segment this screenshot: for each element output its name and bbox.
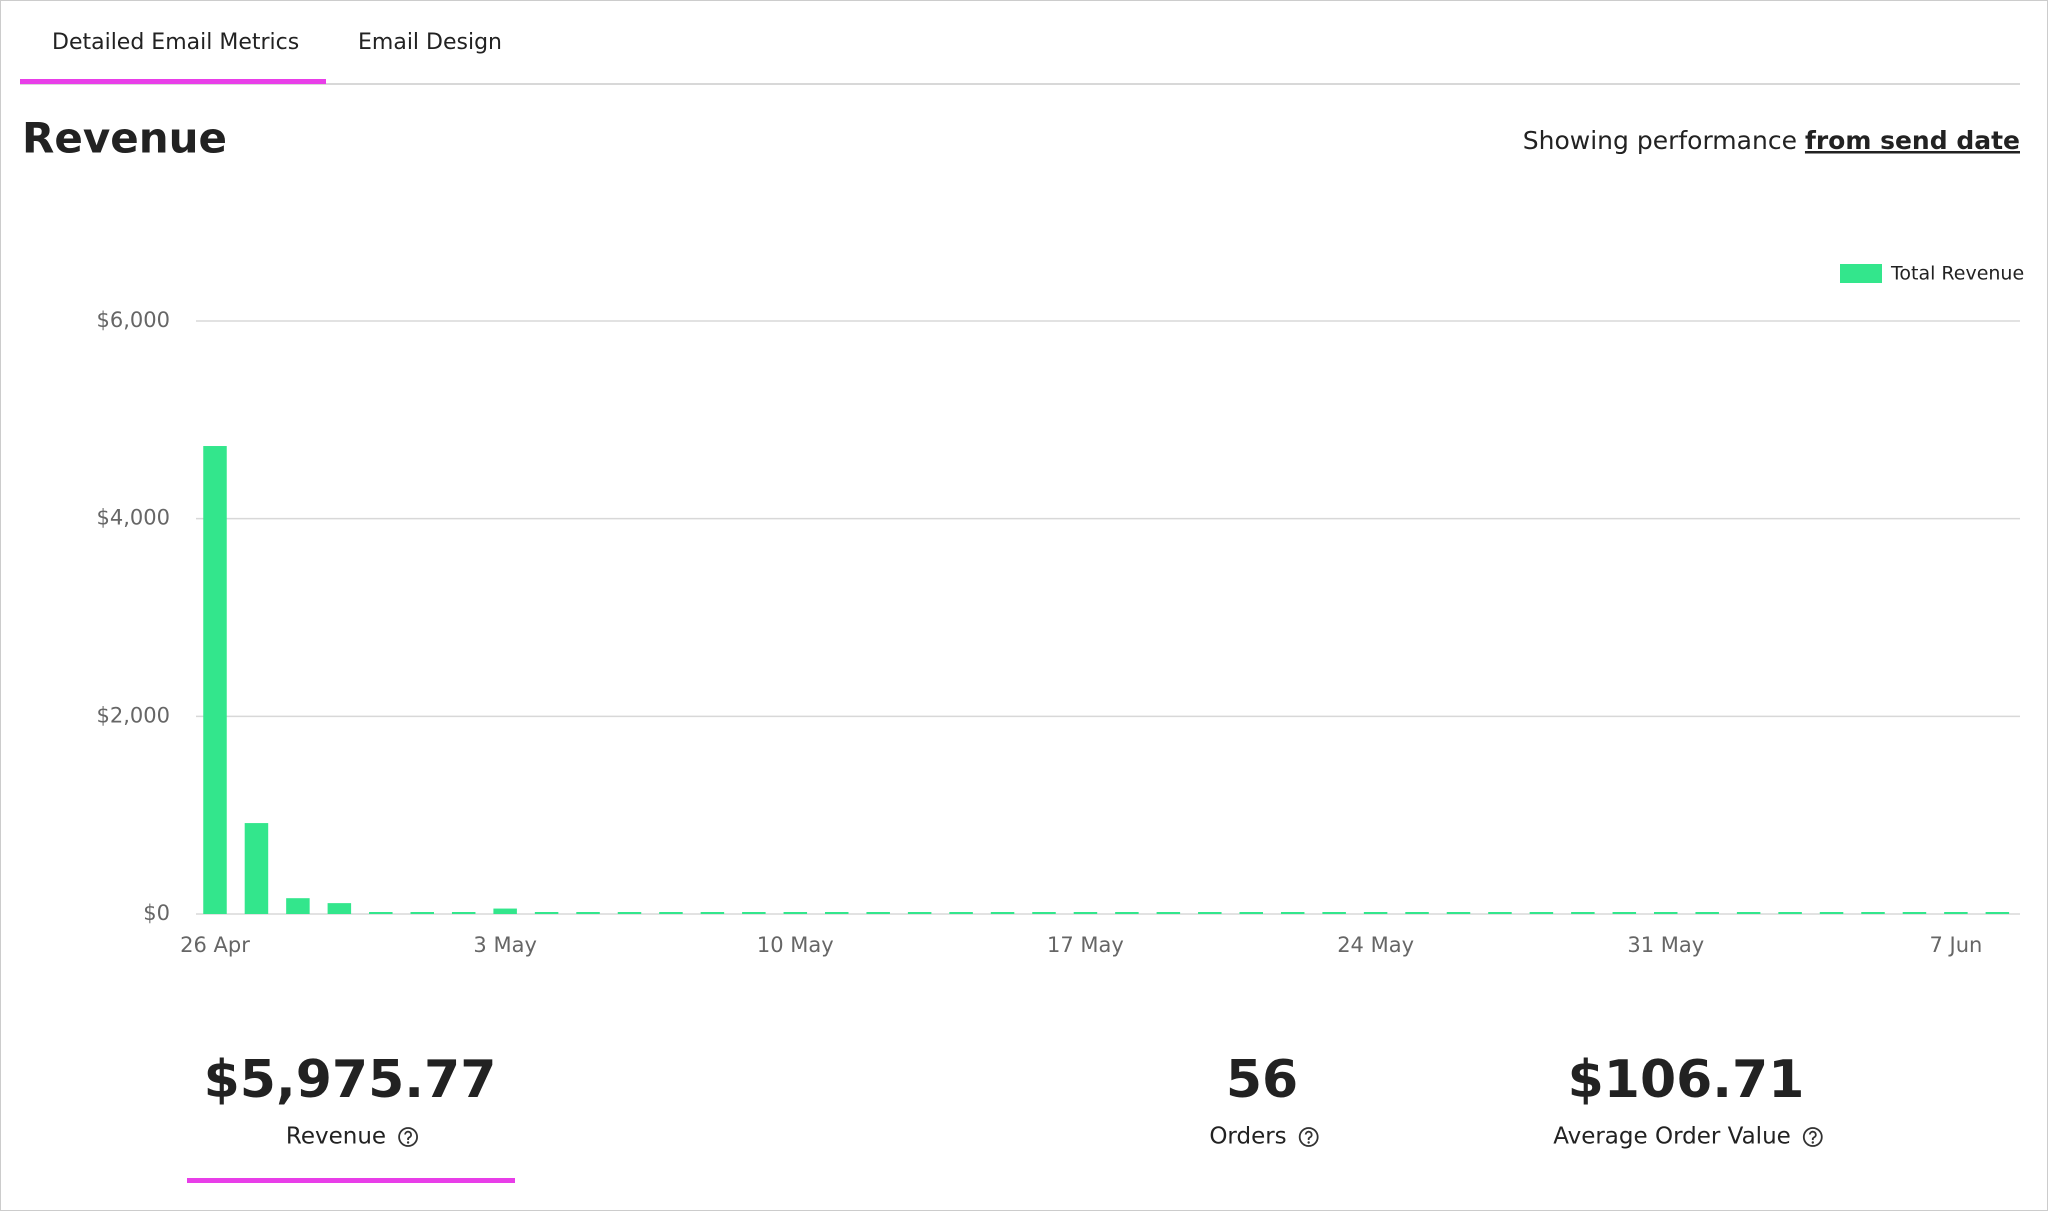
performance-text: Showing performance bbox=[1523, 126, 1797, 155]
legend-label: Total Revenue bbox=[1890, 263, 2024, 285]
bar bbox=[244, 823, 269, 914]
bar bbox=[949, 912, 973, 914]
bar bbox=[1861, 912, 1885, 914]
bar bbox=[1819, 912, 1844, 914]
bar bbox=[493, 908, 517, 914]
x-tick-label: 24 May bbox=[1337, 933, 1414, 957]
bar bbox=[410, 912, 434, 914]
bar bbox=[1363, 912, 1388, 914]
icon-dot bbox=[1811, 1141, 1814, 1144]
y-tick-label: $2,000 bbox=[97, 703, 170, 727]
stat-label: Average Order Value bbox=[1553, 1124, 1791, 1150]
icon-glyph bbox=[1808, 1130, 1817, 1140]
bar bbox=[1156, 912, 1181, 914]
bar bbox=[1032, 912, 1056, 914]
help-icon[interactable] bbox=[398, 1127, 418, 1147]
bar bbox=[1446, 912, 1471, 914]
bar bbox=[1695, 912, 1719, 914]
bar bbox=[659, 912, 683, 914]
bar bbox=[451, 912, 476, 914]
bar bbox=[617, 912, 642, 914]
stat-value: 56 bbox=[1226, 1050, 1298, 1110]
y-tick-label: $4,000 bbox=[97, 506, 170, 530]
bar bbox=[907, 912, 932, 914]
legend-swatch bbox=[1840, 264, 1882, 283]
bar bbox=[1736, 912, 1761, 914]
bar bbox=[1571, 912, 1595, 914]
bar bbox=[1322, 912, 1346, 914]
bar bbox=[742, 912, 766, 914]
tab[interactable]: Email Design bbox=[358, 30, 502, 55]
bar bbox=[700, 912, 725, 914]
tab-underline bbox=[20, 79, 326, 84]
bar bbox=[783, 912, 808, 914]
bar bbox=[825, 912, 849, 914]
bar bbox=[1280, 912, 1305, 914]
stat-value: $5,975.77 bbox=[204, 1050, 497, 1110]
bar bbox=[1239, 912, 1263, 914]
icon-glyph bbox=[1304, 1130, 1313, 1140]
bar bbox=[534, 912, 559, 914]
x-tick-label: 26 Apr bbox=[180, 933, 250, 957]
icon-circle bbox=[398, 1127, 418, 1147]
help-icons bbox=[398, 1127, 1823, 1147]
x-tick-label: 31 May bbox=[1627, 933, 1704, 957]
bar bbox=[1488, 912, 1512, 914]
x-tick-label: 3 May bbox=[473, 933, 536, 957]
y-tick-label: $6,000 bbox=[97, 308, 170, 332]
bar bbox=[1115, 912, 1139, 914]
bar bbox=[1198, 912, 1222, 914]
stat-value: $106.71 bbox=[1568, 1050, 1805, 1110]
performance-note: Showing performance from send date bbox=[1523, 126, 2020, 155]
stat-label: Orders bbox=[1209, 1124, 1286, 1150]
y-tick-label: $0 bbox=[143, 901, 170, 925]
bar bbox=[1405, 912, 1429, 914]
performance-link[interactable]: from send date bbox=[1805, 126, 2020, 155]
bar bbox=[1654, 912, 1678, 914]
bar bbox=[1612, 912, 1637, 914]
icon-dot bbox=[1307, 1141, 1310, 1144]
help-icon[interactable] bbox=[1802, 1127, 1823, 1147]
page-title: Revenue bbox=[22, 114, 227, 163]
icon-circle bbox=[1802, 1127, 1823, 1147]
help-icon[interactable] bbox=[1298, 1127, 1319, 1147]
icon-circle bbox=[1298, 1127, 1319, 1147]
bar bbox=[1985, 912, 2010, 914]
bar bbox=[286, 898, 310, 914]
bar bbox=[203, 446, 227, 914]
x-tick-label: 10 May bbox=[757, 933, 834, 957]
bar bbox=[1073, 912, 1098, 914]
bar bbox=[576, 912, 600, 914]
x-tick-label: 17 May bbox=[1047, 933, 1124, 957]
bar bbox=[327, 903, 352, 914]
stat-label: Revenue bbox=[286, 1124, 386, 1150]
bar bbox=[990, 912, 1015, 914]
stat-underline bbox=[187, 1178, 515, 1183]
icon-dot bbox=[406, 1141, 410, 1144]
bar bbox=[1778, 912, 1802, 914]
bar bbox=[369, 912, 393, 914]
tab[interactable]: Detailed Email Metrics bbox=[52, 30, 299, 55]
bar bbox=[1902, 912, 1927, 914]
x-tick-label: 7 Jun bbox=[1929, 933, 1982, 957]
icon-glyph bbox=[404, 1130, 412, 1140]
bar bbox=[1529, 912, 1554, 914]
bar bbox=[866, 912, 890, 914]
bar bbox=[1944, 912, 1968, 914]
